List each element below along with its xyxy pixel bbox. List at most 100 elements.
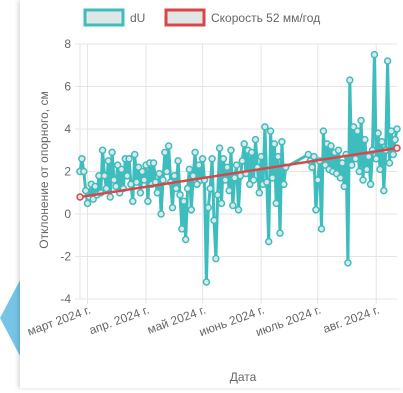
data-point-du[interactable] — [206, 184, 214, 193]
data-point-du[interactable] — [117, 165, 126, 174]
data-point-du[interactable] — [317, 225, 326, 233]
data-point-du[interactable] — [180, 197, 188, 206]
data-point-du[interactable] — [374, 129, 382, 138]
data-point-du[interactable] — [104, 157, 113, 165]
data-point-du[interactable] — [198, 155, 207, 163]
data-point-du[interactable] — [268, 174, 277, 182]
data-point-du[interactable] — [274, 152, 282, 161]
series-line-speed[interactable] — [79, 146, 398, 199]
data-point-du[interactable] — [240, 140, 248, 148]
data-point-du[interactable] — [219, 155, 228, 163]
data-point-du[interactable] — [185, 165, 194, 174]
data-point-du[interactable] — [189, 172, 197, 180]
data-point-du[interactable] — [108, 148, 116, 157]
data-point-du[interactable] — [161, 148, 169, 157]
legend-item-speed[interactable]: Скорость 52 мм/год — [164, 8, 320, 27]
data-point-du[interactable] — [351, 155, 360, 163]
data-point-du[interactable] — [251, 135, 260, 144]
data-point-du[interactable] — [112, 182, 120, 191]
data-point-du[interactable] — [357, 116, 365, 125]
data-point-du[interactable] — [272, 199, 280, 208]
data-point-du[interactable] — [149, 159, 158, 167]
data-point-du[interactable] — [280, 180, 288, 189]
data-point-du[interactable] — [144, 197, 152, 206]
data-point-speed[interactable] — [76, 193, 84, 201]
data-point-du[interactable] — [391, 135, 399, 144]
data-point-du[interactable] — [347, 161, 356, 169]
data-point-du[interactable] — [255, 189, 264, 197]
data-point-du[interactable] — [132, 178, 141, 186]
data-point-du[interactable] — [187, 206, 196, 214]
data-point-du[interactable] — [227, 146, 235, 155]
data-point-du[interactable] — [164, 142, 173, 150]
data-point-du[interactable] — [102, 184, 111, 193]
data-point-du[interactable] — [168, 203, 177, 212]
data-point-speed[interactable] — [393, 144, 401, 152]
data-point-du[interactable] — [389, 150, 397, 159]
data-point-du[interactable] — [232, 161, 241, 169]
data-point-du[interactable] — [393, 125, 401, 133]
data-point-du[interactable] — [106, 193, 114, 201]
data-point-du[interactable] — [380, 186, 388, 195]
data-point-du[interactable] — [361, 135, 369, 144]
data-point-du[interactable] — [136, 189, 145, 197]
data-point-du[interactable] — [312, 206, 320, 214]
data-point-du[interactable] — [210, 216, 218, 225]
data-point-du[interactable] — [153, 189, 162, 197]
data-point-du[interactable] — [278, 138, 286, 146]
data-point-du[interactable] — [247, 148, 256, 157]
data-point-du[interactable] — [155, 169, 164, 178]
data-point-du[interactable] — [336, 174, 345, 182]
data-point-du[interactable] — [385, 159, 394, 167]
data-point-du[interactable] — [370, 50, 379, 59]
data-point-du[interactable] — [123, 172, 131, 180]
data-point-du[interactable] — [130, 150, 139, 159]
data-point-du[interactable] — [178, 225, 186, 233]
data-point-du[interactable] — [249, 176, 258, 184]
data-point-du[interactable] — [327, 142, 335, 150]
data-point-du[interactable] — [181, 235, 190, 244]
data-point-du[interactable] — [234, 206, 243, 214]
data-point-du[interactable] — [98, 146, 107, 155]
data-point-du[interactable] — [100, 172, 109, 180]
data-point-du[interactable] — [363, 165, 371, 174]
data-point-du[interactable] — [176, 191, 184, 199]
data-point-du[interactable] — [129, 197, 137, 206]
data-point-du[interactable] — [202, 278, 211, 286]
data-point-du[interactable] — [159, 176, 167, 184]
data-point-du[interactable] — [261, 123, 269, 131]
data-point-du[interactable] — [344, 259, 352, 267]
data-point-du[interactable] — [378, 138, 386, 146]
data-point-du[interactable] — [204, 203, 213, 212]
data-point-du[interactable] — [353, 127, 362, 135]
data-point-du[interactable] — [140, 176, 148, 184]
data-point-du[interactable] — [221, 176, 230, 184]
data-point-du[interactable] — [81, 186, 90, 195]
data-point-du[interactable] — [314, 176, 322, 184]
data-point-du[interactable] — [225, 186, 233, 195]
data-point-du[interactable] — [215, 144, 224, 152]
data-point-du[interactable] — [266, 127, 275, 135]
data-point-du[interactable] — [91, 182, 99, 191]
data-point-du[interactable] — [208, 155, 216, 163]
data-point-du[interactable] — [340, 182, 348, 191]
data-point-du[interactable] — [110, 176, 118, 184]
data-point-du[interactable] — [195, 161, 203, 169]
data-point-du[interactable] — [163, 167, 171, 176]
data-point-du[interactable] — [138, 167, 147, 176]
data-point-du[interactable] — [217, 199, 226, 208]
data-point-du[interactable] — [174, 157, 182, 165]
data-point-du[interactable] — [359, 176, 367, 184]
data-point-du[interactable] — [223, 163, 231, 172]
data-point-du[interactable] — [338, 159, 347, 167]
data-point-du[interactable] — [229, 201, 237, 210]
data-point-du[interactable] — [308, 163, 316, 172]
data-point-du[interactable] — [213, 191, 222, 199]
data-point-du[interactable] — [276, 229, 284, 237]
data-point-du[interactable] — [366, 180, 375, 189]
data-point-du[interactable] — [355, 167, 364, 176]
data-point-du[interactable] — [346, 76, 354, 84]
data-point-du[interactable] — [157, 210, 165, 218]
data-point-du[interactable] — [212, 254, 220, 263]
data-point-du[interactable] — [319, 127, 328, 135]
